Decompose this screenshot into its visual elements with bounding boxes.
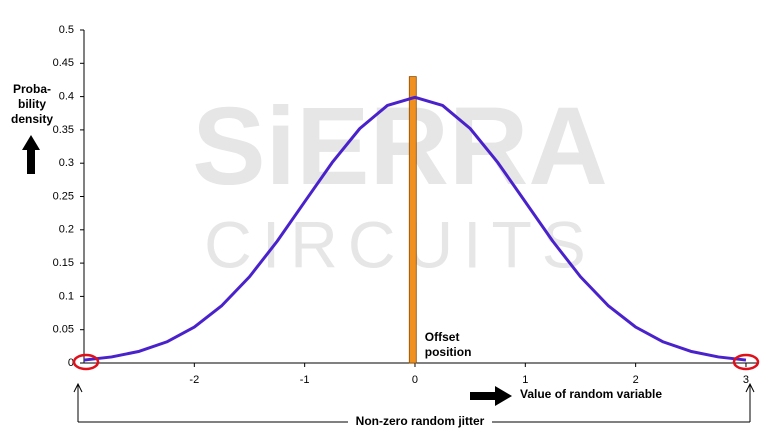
x-tick-label: -1 <box>300 374 310 386</box>
curve <box>83 95 747 362</box>
highlight <box>72 353 100 371</box>
y-tick-label: 0.3 <box>59 157 74 169</box>
y-tick-label: 0.1 <box>59 290 74 302</box>
y-tick-label: 0.4 <box>59 91 74 103</box>
y-tick-label: 0.25 <box>53 190 74 202</box>
watermark: CIRCUITS <box>204 207 596 281</box>
offset-label: position <box>425 345 472 359</box>
label-bg <box>348 413 492 431</box>
up-arrow <box>22 135 40 174</box>
y-tick-label: 0 <box>68 357 74 369</box>
right-arrow <box>470 386 512 406</box>
y-tick-label: 0.35 <box>53 124 74 136</box>
x-tick-label: 1 <box>522 374 528 386</box>
y-tick-label: 0.5 <box>59 24 74 36</box>
bracket-label: Non-zero random jitter <box>356 414 485 428</box>
y-tick-label: 0.2 <box>59 224 74 236</box>
x-label: Value of random variable <box>520 387 662 401</box>
y-label: density <box>11 112 53 126</box>
offset-label: Offset <box>425 330 460 344</box>
x-tick-label: 3 <box>743 374 749 386</box>
watermark: SiERRA <box>192 85 608 208</box>
offset-bar <box>408 76 417 364</box>
x-tick-label: 0 <box>412 374 418 386</box>
y-tick-label: 0.05 <box>53 324 74 336</box>
y-label: Proba- <box>13 82 51 96</box>
y-tick-label: 0.15 <box>53 257 74 269</box>
x-tick-label: 2 <box>633 374 639 386</box>
x-tick-label: -2 <box>189 374 199 386</box>
y-label: bility <box>18 97 46 111</box>
highlight <box>732 353 760 371</box>
y-tick-label: 0.45 <box>53 57 74 69</box>
